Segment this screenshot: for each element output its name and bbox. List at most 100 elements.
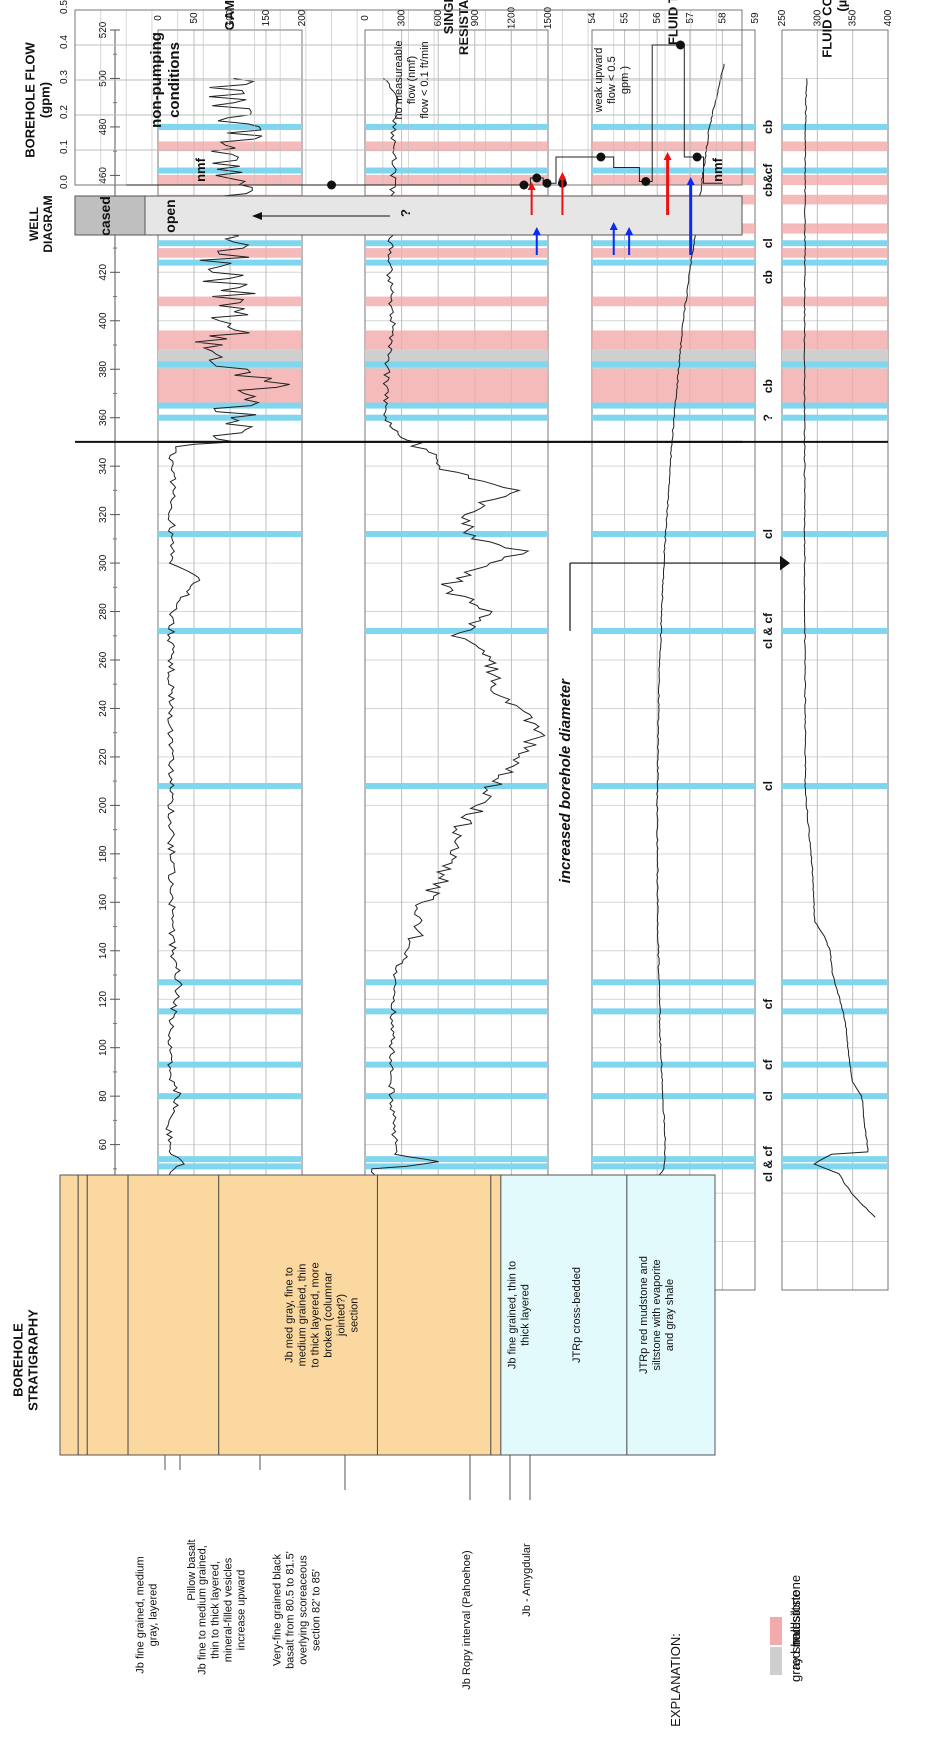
weak-flow-note: weak upwardflow < 0.5gpm ) [593,48,631,114]
depth-tick-label: 320 [98,506,109,523]
heat-pulse-point [692,152,702,162]
tick-label: 100 [225,9,236,26]
water-bearing-zone [592,627,755,634]
water-bearing-zone [158,531,302,537]
water-bearing-zone [365,259,548,266]
zone-annotation: ? [761,414,775,421]
label-line: thin to thick layered, [210,1561,222,1659]
label-line: section 82' to 85' [310,1569,322,1651]
zone-annotation: cl & cf [761,1145,775,1182]
strat-unit-2: Jb fine grained, thin tothick layered [507,1261,532,1369]
red-band [158,296,302,307]
label-line: overlying scoreaceous [297,1555,309,1665]
tick-label: 1500 [543,6,554,29]
tick-label: 150 [261,9,272,26]
unknown-flow-q: ? [398,209,413,217]
tick-label: 50 [189,12,200,24]
water-bearing-zone [592,783,755,789]
track-title: GAMMA (cps) [222,0,237,30]
red-band [365,248,548,258]
zone-annotation: cl [761,529,775,539]
tick-label: 1200 [506,6,517,29]
water-bearing-zone [782,783,888,789]
water-bearing-zone [158,414,302,421]
water-bearing-zone [592,979,755,986]
zone-annotation: cb [761,379,775,393]
legend-swatch-red [770,1617,782,1645]
tick-label: 400 [883,9,894,26]
water-bearing-zone [158,783,302,789]
tick-label: 58 [717,12,728,24]
label-line: flow (nmf) [406,56,418,104]
water-bearing-zone [592,402,755,409]
red-band [782,296,888,307]
water-bearing-zone [592,123,755,130]
tick-label: 0.0 [59,175,70,189]
depth-tick-label: 100 [98,1039,109,1056]
water-bearing-zone [592,259,755,266]
water-bearing-zone [365,361,548,368]
water-bearing-zone [782,240,888,247]
depth-tick-label: 140 [98,942,109,959]
water-bearing-zone [592,1156,755,1163]
red-band [365,369,548,404]
legend-red-mudstone: red mudstone [788,1590,803,1670]
tick-label: 0.4 [59,35,70,49]
label-line: basalt from 80.5 to 81.5' [285,1551,297,1669]
heat-pulse-point [542,178,552,188]
red-band [782,248,888,258]
red-band [782,194,888,205]
water-bearing-zone [592,1163,755,1170]
zone-annotation: cb [761,270,775,284]
desc-2: Pillow basalt [186,1539,198,1600]
water-bearing-zone [782,259,888,266]
depth-tick-label: 280 [98,603,109,620]
heat-pulse-point [532,173,542,183]
heat-pulse-point [596,152,606,162]
red-band [782,330,888,350]
label-line: STRATIGRAPHY [26,1309,41,1411]
track-flow: 0.0 0.1 0.2 0.3 0.4 0.5 BOREHOLE FLOW(gpm) non-… [22,0,743,255]
data-trace [803,78,876,1218]
tick-label: 600 [433,9,444,26]
water-bearing-zone [158,361,302,368]
water-bearing-zone [592,361,755,368]
track-resistance: 0 300 600 900 1200 1500 SINGLE-POINTRESISTANCE… [360,0,554,1291]
label-line: gpm ) [619,66,631,94]
label-line: gray, layered [147,1584,159,1647]
water-bearing-zone [782,123,888,130]
red-band [592,248,755,258]
water-bearing-zone [592,1061,755,1068]
heat-pulse-point [327,180,337,190]
water-bearing-zone [158,1008,302,1015]
cased-label: cased [97,196,113,236]
tick-label: 59 [750,12,761,24]
water-bearing-zone [365,123,548,130]
red-band [365,141,548,152]
track-frame [781,29,889,1291]
depth-tick-label: 380 [98,360,109,377]
depth-tick-label: 120 [98,990,109,1007]
label-line: Very-fine grained black [272,1554,284,1666]
flow-arrow-head [558,172,567,180]
water-bearing-zone [782,531,888,537]
flow-arrow-head [609,222,618,230]
strat-unit-4: JTRp red mudstone andsiltstone with evap… [638,1256,676,1374]
desc-3: Jb fine to medium grained,thin to thick … [197,1545,248,1675]
red-band [365,175,548,186]
flow-arrow-head [663,152,672,160]
water-bearing-zone [365,1163,548,1170]
depth-tick-label: 200 [98,797,109,814]
water-bearing-zone [365,167,548,174]
tick-label: 0 [153,15,164,21]
nmf-label: nmf [193,157,208,182]
water-bearing-zone [158,1093,302,1100]
depth-tick-label: 220 [98,748,109,765]
track-conductivity: 250 300 350 400 FLUID CONDUCTIVITY(µS/cm) [777,0,894,1291]
label-line: Jb fine grained, medium [135,1556,147,1673]
tick-label: 0.2 [59,105,70,119]
tick-label: 0.5 [59,0,70,14]
legend-title: EXPLANATION: [668,1633,683,1727]
tick-label: 0.1 [59,140,70,154]
red-band [158,175,302,186]
